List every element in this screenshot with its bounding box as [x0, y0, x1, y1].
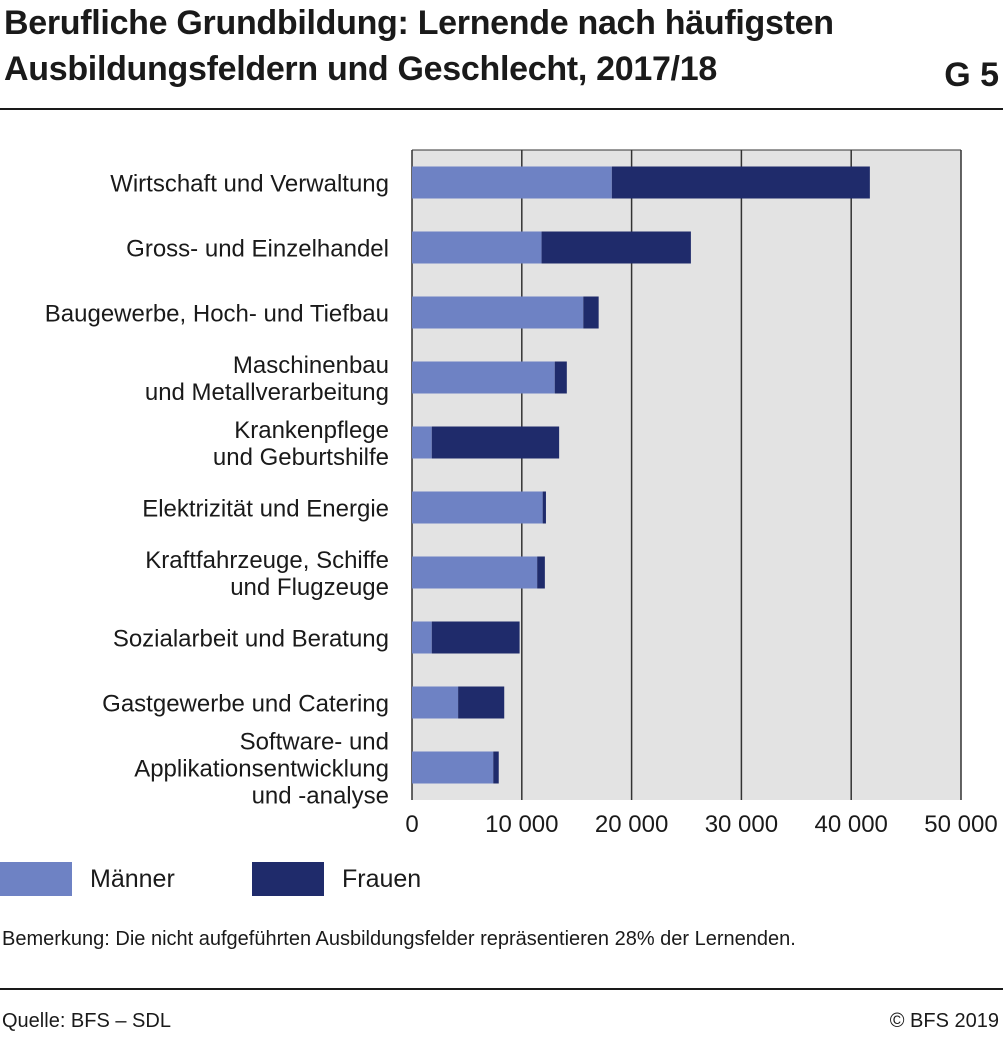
category-label-line: und Flugzeuge	[230, 574, 389, 601]
category-label: Krankenpflege und Geburtshilfe	[213, 417, 389, 471]
bar-maenner	[412, 621, 432, 654]
category-label: Kraftfahrzeuge, Schiffe und Flugzeuge	[145, 547, 389, 601]
chart-title: Berufliche Grundbildung: Lernende nach h…	[4, 0, 934, 92]
x-tick-label: 0	[405, 811, 418, 838]
category-label: Wirtschaft und Verwaltung	[110, 171, 389, 198]
legend-label-frauen: Frauen	[342, 864, 422, 893]
x-tick-label: 20 000	[595, 811, 668, 838]
category-label-line: Sozialarbeit und Beratung	[113, 626, 389, 653]
x-tick-label: 30 000	[705, 811, 778, 838]
bar-frauen	[611, 166, 870, 199]
bar-maenner	[412, 556, 538, 589]
category-label: Sozialarbeit und Beratung	[113, 626, 389, 653]
bar-maenner	[412, 426, 432, 459]
bar-maenner	[412, 231, 542, 264]
category-label: Elektrizität und Energie	[142, 496, 389, 523]
x-tick-label: 10 000	[485, 811, 558, 838]
bar-frauen	[554, 361, 567, 394]
bar-maenner	[412, 751, 494, 784]
category-label-line: und Geburtshilfe	[213, 444, 389, 471]
category-label: Software- und Applikationsentwicklung und …	[134, 729, 389, 810]
bar-maenner	[412, 166, 612, 199]
category-label-line: Krankenpflege	[234, 417, 389, 444]
category-label-line: und -analyse	[252, 783, 389, 810]
copyright-text: © BFS 2019	[889, 1010, 999, 1032]
category-label-line: Gastgewerbe und Catering	[102, 691, 389, 718]
bar-frauen	[458, 686, 505, 719]
bar-frauen	[493, 751, 499, 784]
bar-frauen	[537, 556, 545, 589]
bar-maenner	[412, 296, 584, 329]
category-label: Gross- und Einzelhandel	[126, 236, 389, 263]
category-label-line: Elektrizität und Energie	[142, 496, 389, 523]
x-tick-label: 50 000	[924, 811, 997, 838]
category-label-line: und Metallverarbeitung	[145, 379, 389, 406]
legend-item-frauen: Frauen	[252, 862, 421, 896]
category-label-line: Baugewerbe, Hoch- und Tiefbau	[45, 301, 389, 328]
title-line-2: Ausbildungsfeldern und Geschlecht, 2017/…	[4, 50, 717, 88]
category-label-line: Maschinenbau	[233, 352, 389, 379]
title-line-1: Berufliche Grundbildung: Lernende nach h…	[4, 4, 834, 42]
footer-divider	[0, 988, 1003, 990]
title-divider	[0, 108, 1003, 110]
bar-chart: 0 10 000 20 000 30 000 40 000 50 000 Wirtschaf…	[45, 149, 998, 838]
bar-frauen	[541, 231, 691, 264]
category-label-line: Gross- und Einzelhandel	[126, 236, 389, 263]
category-label: Maschinenbau und Metallverarbeitung	[145, 352, 389, 406]
bar-maenner	[412, 361, 555, 394]
source-text: Quelle: BFS – SDL	[2, 1010, 171, 1032]
category-label-line: Software- und	[240, 729, 389, 756]
category-label: Baugewerbe, Hoch- und Tiefbau	[45, 301, 389, 328]
chart-code: G 5	[944, 56, 999, 94]
bar-frauen	[583, 296, 599, 329]
bar-maenner	[412, 491, 543, 524]
bar-maenner	[412, 686, 459, 719]
category-label: Gastgewerbe und Catering	[102, 691, 389, 718]
bar-frauen	[431, 621, 520, 654]
category-label-line: Kraftfahrzeuge, Schiffe	[145, 547, 389, 574]
category-label-line: Applikationsentwicklung	[134, 756, 389, 783]
x-tick-label: 40 000	[814, 811, 887, 838]
bar-frauen	[542, 491, 546, 524]
legend-swatch-maenner	[0, 862, 72, 896]
legend-label-maenner: Männer	[90, 864, 175, 893]
category-label-line: Wirtschaft und Verwaltung	[110, 171, 389, 198]
legend-item-maenner: Männer	[0, 862, 175, 896]
chart-note: Bemerkung: Die nicht aufgeführten Ausbil…	[2, 928, 796, 950]
legend-swatch-frauen	[252, 862, 324, 896]
bar-frauen	[431, 426, 560, 459]
